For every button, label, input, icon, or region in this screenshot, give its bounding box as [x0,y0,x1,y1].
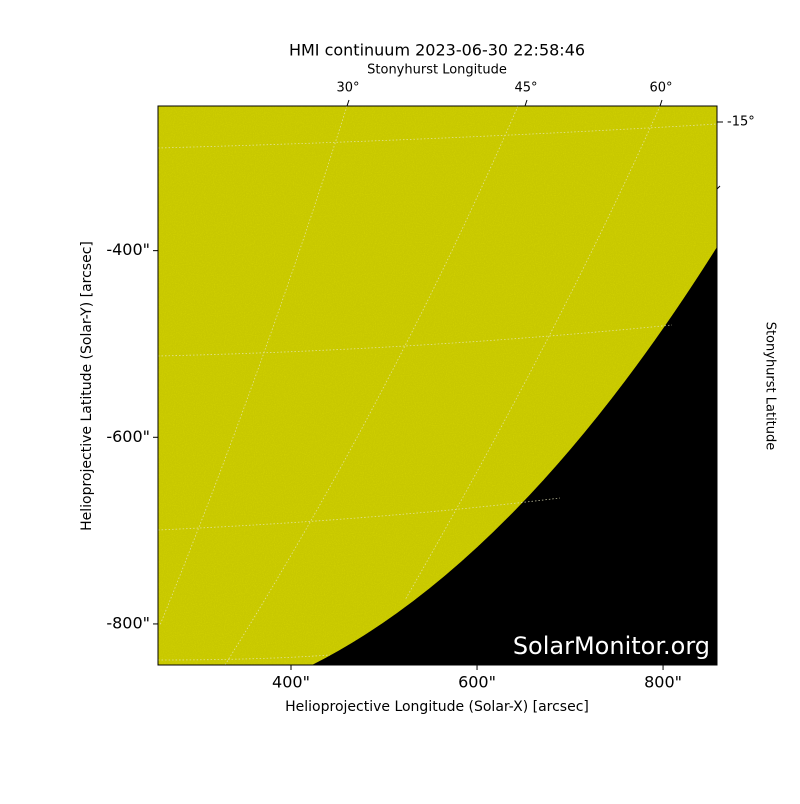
solar-image [158,106,717,665]
top-tick [346,99,350,107]
y-tick-label: -400" [106,240,150,259]
top-tick [659,99,663,107]
x-tick-label: 800" [644,673,682,692]
top-tick-label: 60° [649,81,672,96]
x-tick-label: 400" [272,673,310,692]
right-axis-label: Stonyhurst Latitude [763,322,778,451]
coordinate-grid [158,106,717,665]
top-tick-label: 30° [336,81,359,96]
right-tick-label: -15° [727,115,755,130]
chart-title: HMI continuum 2023-06-30 22:58:46 [289,41,585,60]
top-ticks: 30° 45° 60° -15° [336,81,755,190]
x-tick-label: 600" [458,673,496,692]
y-tick-label: -800" [106,613,150,632]
watermark: SolarMonitor.org [513,632,710,660]
top-tick-label: 45° [514,81,537,96]
top-tick [524,99,528,107]
y-tick-label: -600" [106,427,150,446]
x-axis-label: Helioprojective Longitude (Solar-X) [arc… [285,699,589,715]
y-axis-label: Helioprojective Latitude (Solar-Y) [arcs… [79,241,95,531]
top-axis-label: Stonyhurst Longitude [367,63,507,78]
right-tick [716,185,721,190]
axes-frame [157,105,718,666]
